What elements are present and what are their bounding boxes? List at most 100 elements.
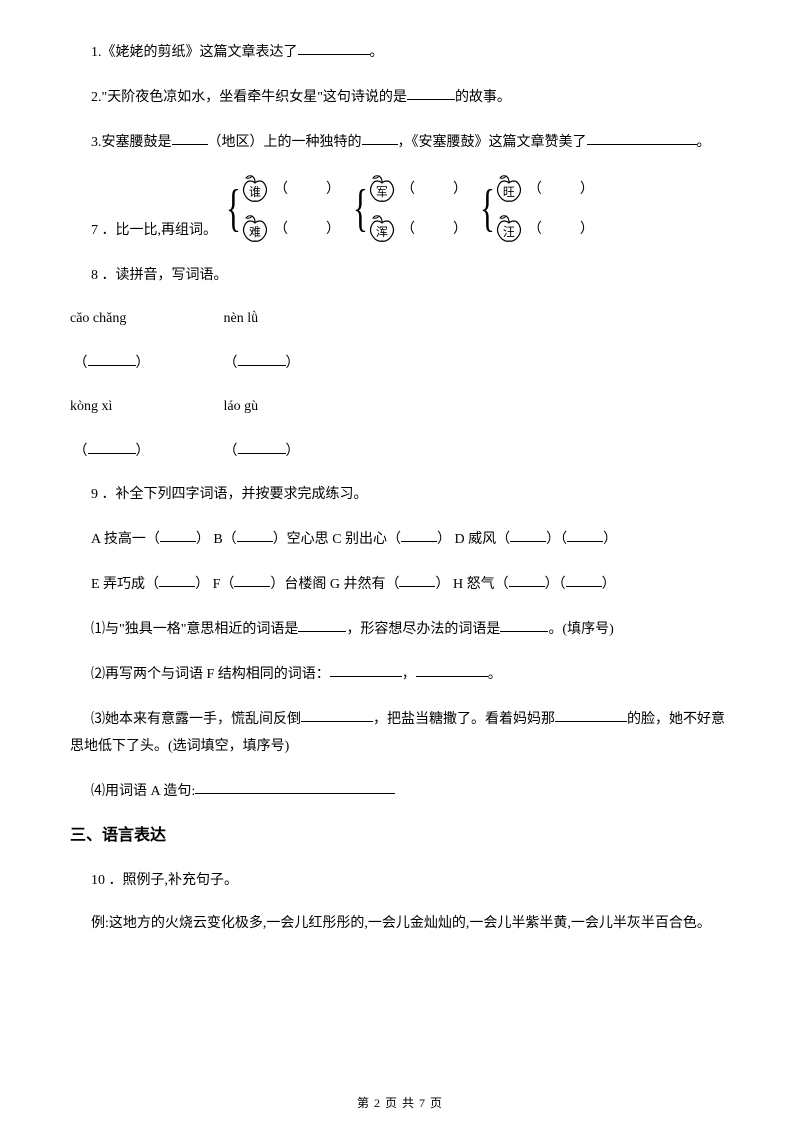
q9-s1-blank1[interactable] xyxy=(298,616,346,632)
q7-group-2: { 旺 （） 汪 （） xyxy=(475,175,594,243)
q9-s2-a: ⑵再写两个与词语 F 结构相同的词语： xyxy=(91,667,330,682)
q9-D-blank1[interactable] xyxy=(510,526,546,542)
q9-s2-blank2[interactable] xyxy=(416,661,488,677)
q8-blank[interactable] xyxy=(238,438,286,454)
q9-s2-blank1[interactable] xyxy=(330,661,402,677)
q9-B-blank[interactable] xyxy=(237,526,273,542)
q3-line: 3.安塞腰鼓是（地区）上的一种独特的，《安塞腰鼓》这篇文章赞美了。 xyxy=(70,130,730,153)
q9-D-post: ） xyxy=(603,532,617,547)
q9-A-blank[interactable] xyxy=(160,526,196,542)
q9-s3-blank2[interactable] xyxy=(555,706,627,722)
q1-line: 1.《姥姥的剪纸》这篇文章表达了。 xyxy=(70,40,730,63)
apple-row-1-bottom: 浑 （） xyxy=(367,215,467,243)
q8-pinyin-row-0: cǎo chǎng nèn lǜ xyxy=(70,308,730,329)
q9-H-blank1[interactable] xyxy=(509,571,545,587)
q9-G-pre: G 井然有（ xyxy=(326,577,399,592)
q8-blank[interactable] xyxy=(88,350,136,366)
apple-char: 谁 xyxy=(240,183,270,201)
q9-s2: ⑵再写两个与词语 F 结构相同的词语： ， 。 xyxy=(70,662,730,685)
paren-l: （ xyxy=(224,356,238,371)
apple-char: 浑 xyxy=(367,223,397,241)
paren-l: （ xyxy=(74,356,88,371)
q1-before: 1.《姥姥的剪纸》这篇文章表达了 xyxy=(91,45,298,60)
paren: （） xyxy=(401,179,467,200)
q9-H-mid: ）（ xyxy=(545,577,566,592)
q3-blank1[interactable] xyxy=(172,129,208,145)
q2-blank[interactable] xyxy=(407,84,455,100)
q9-H-blank2[interactable] xyxy=(566,571,602,587)
q3-b: （地区）上的一种独特的 xyxy=(208,135,362,150)
q9-s3-c: 的脸，她不好意 xyxy=(627,712,725,727)
paren-r: ） xyxy=(286,356,300,371)
q8-py-1-1: láo gù xyxy=(224,396,344,417)
q9-s4-blank[interactable] xyxy=(195,778,395,794)
q9-A-pre: A 技高一（ xyxy=(91,532,160,547)
apple-icon: 难 xyxy=(240,215,270,243)
page-footer: 第 2 页 共 7 页 xyxy=(0,1094,800,1112)
section-3-heading: 三、语言表达 xyxy=(70,824,730,848)
q3-blank3[interactable] xyxy=(587,129,697,145)
q8-blank[interactable] xyxy=(88,438,136,454)
q9-s4: ⑷用词语 A 造句: xyxy=(70,779,730,802)
q9-s3-d: 思地低下了头。(选词填空，填序号) xyxy=(70,736,730,757)
q9-B-post: ）空心思 xyxy=(273,532,329,547)
q3-c: ，《安塞腰鼓》这篇文章赞美了 xyxy=(398,135,587,150)
q9-G-blank[interactable] xyxy=(399,571,435,587)
q9-s2-c: 。 xyxy=(488,667,502,682)
apple-icon: 军 xyxy=(367,175,397,203)
q2-before: 2."天阶夜色凉如水，坐看牵牛织女星"这句诗说的是 xyxy=(91,90,407,105)
q9-s3-blank1[interactable] xyxy=(301,706,373,722)
q9-E-pre: E 弄巧成（ xyxy=(91,577,159,592)
q9-E-blank[interactable] xyxy=(159,571,195,587)
q9-G-post: ） xyxy=(435,577,449,592)
q2-after: 的故事。 xyxy=(455,90,511,105)
q8-blank[interactable] xyxy=(238,350,286,366)
paren: （） xyxy=(274,219,340,240)
q7-group-0: { 谁 （） 难 （） xyxy=(221,175,340,243)
apple-row-0-bottom: 难 （） xyxy=(240,215,340,243)
q9-C-blank[interactable] xyxy=(401,526,437,542)
apple-row-2-top: 旺 （） xyxy=(494,175,594,203)
q9-s3: ⑶她本来有意露一手，慌乱间反倒，把盐当糖撒了。看着妈妈那的脸，她不好意 思地低下… xyxy=(70,707,730,757)
paren-r: ） xyxy=(286,444,300,459)
apple-row-1-top: 军 （） xyxy=(367,175,467,203)
apple-icon: 浑 xyxy=(367,215,397,243)
q9-s1-c: 。(填序号) xyxy=(548,622,613,637)
q9-s1: ⑴与"独具一格"意思相近的词语是，形容想尽办法的词语是。(填序号) xyxy=(70,617,730,640)
q10-example: 例:这地方的火烧云变化极多,一会儿红彤彤的,一会儿金灿灿的,一会儿半紫半黄,一会… xyxy=(70,913,730,934)
paren: （） xyxy=(401,219,467,240)
q9-s1-blank2[interactable] xyxy=(500,616,548,632)
q8-blank-row-1: （） （） xyxy=(70,439,730,462)
q7-label: 7 ．比一比,再组词。 xyxy=(70,220,217,243)
q9-s3-b: ，把盐当糖撒了。看着妈妈那 xyxy=(373,712,555,727)
q8-blank-row-0: （） （） xyxy=(70,351,730,374)
q9-D-blank2[interactable] xyxy=(567,526,603,542)
q9-s2-b: ， xyxy=(402,667,416,682)
q9-label: 9 ．补全下列四字词语，并按要求完成练习。 xyxy=(70,484,730,505)
apple-row-0-top: 谁 （） xyxy=(240,175,340,203)
apple-icon: 旺 xyxy=(494,175,524,203)
q9-D-mid: ）（ xyxy=(546,532,567,547)
q8-pinyin-row-1: kòng xì láo gù xyxy=(70,396,730,417)
paren-l: （ xyxy=(224,444,238,459)
q9-row2: E 弄巧成（） F（）台楼阁 G 井然有（） H 怒气（）（） xyxy=(70,572,730,595)
q8-py-1-0: kòng xì xyxy=(70,396,220,417)
q8-py-0-0: cǎo chǎng xyxy=(70,308,220,329)
apple-char: 难 xyxy=(240,223,270,241)
q3-blank2[interactable] xyxy=(362,129,398,145)
q9-s4-a: ⑷用词语 A 造句: xyxy=(91,784,195,799)
q9-A-post: ） xyxy=(196,532,210,547)
q9-s1-b: ，形容想尽办法的词语是 xyxy=(346,622,500,637)
q1-blank[interactable] xyxy=(298,39,370,55)
q9-row1: A 技高一（） B（）空心思 C 别出心（） D 威风（）（） xyxy=(70,527,730,550)
q8-py-0-1: nèn lǜ xyxy=(224,308,344,329)
paren: （） xyxy=(528,179,594,200)
apple-row-2-bottom: 汪 （） xyxy=(494,215,594,243)
q3-d: 。 xyxy=(697,135,711,150)
q9-F-pre: F（ xyxy=(209,577,234,592)
paren: （） xyxy=(528,219,594,240)
brace-icon: { xyxy=(353,183,368,235)
apple-char: 汪 xyxy=(494,223,524,241)
q9-D-pre: D 威风（ xyxy=(451,532,510,547)
q9-F-blank[interactable] xyxy=(234,571,270,587)
